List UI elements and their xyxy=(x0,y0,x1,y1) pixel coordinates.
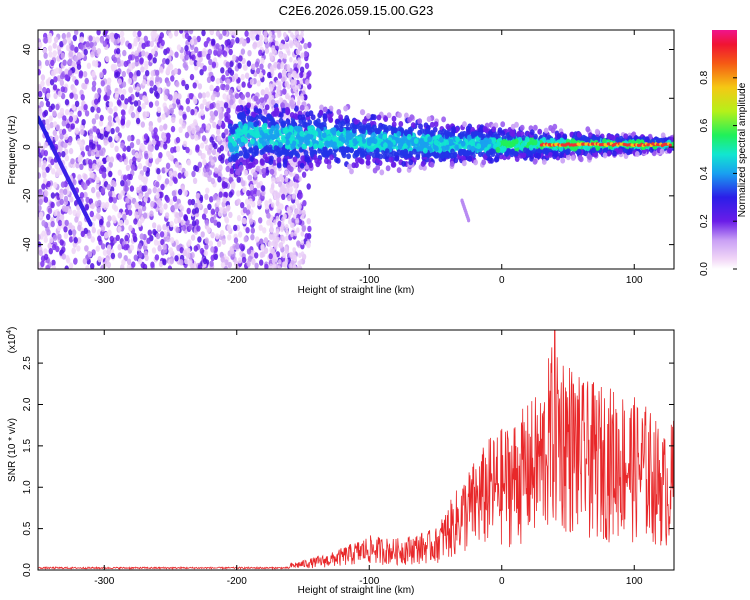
x-tick-label: 100 xyxy=(626,275,643,286)
x-tick-label: -200 xyxy=(227,576,247,587)
snr-x-label: Height of straight line (km) xyxy=(298,585,415,596)
x-tick-label: -300 xyxy=(94,576,114,587)
x-tick-label: 0 xyxy=(499,576,505,587)
colorbar-gradient xyxy=(712,30,737,269)
colorbar-tick-label: 0.6 xyxy=(699,118,710,132)
scale-exponent: 4 xyxy=(6,330,13,334)
y-tick-label: 0.0 xyxy=(22,563,33,577)
colorbar-label: Normalized spectral amplitude xyxy=(737,82,748,217)
x-tick-label: -200 xyxy=(227,275,247,286)
snr-y-label: SNR (10 * v/v) xyxy=(7,418,18,482)
y-tick-label: 40 xyxy=(22,44,33,56)
spectrogram-x-ticks: -300 -200 -100 0 100 xyxy=(94,30,643,286)
spectrogram-y-label: Frequency (Hz) xyxy=(7,116,18,185)
x-tick-label: -100 xyxy=(359,275,379,286)
colorbar-tick-label: 0.0 xyxy=(699,262,710,276)
spectrogram-y-ticks: -40 -20 0 20 40 xyxy=(22,44,674,252)
scale-suffix: ) xyxy=(7,327,18,330)
snr-frame xyxy=(37,329,675,571)
snr-x-ticks: -300 -200 -100 0 100 xyxy=(94,330,643,587)
scale-prefix: (x10 xyxy=(7,333,18,353)
colorbar-ticks: 0.0 0.2 0.4 0.6 0.8 xyxy=(699,70,737,276)
y-tick-label: -40 xyxy=(22,237,33,252)
colorbar-tick-label: 0.4 xyxy=(699,166,710,180)
spectrogram-x-label: Height of straight line (km) xyxy=(298,285,415,296)
snr-scale-factor: (x104) xyxy=(6,327,18,354)
snr-y-ticks: 0.0 0.5 1.0 1.5 2.0 2.5 xyxy=(22,356,674,577)
snr-series-line xyxy=(37,329,675,571)
x-tick-label: -300 xyxy=(94,275,114,286)
y-tick-label: 2.0 xyxy=(22,397,33,411)
y-tick-label: 0 xyxy=(22,144,33,150)
y-tick-label: 20 xyxy=(22,92,33,104)
x-tick-label: 0 xyxy=(499,275,505,286)
x-tick-label: 100 xyxy=(626,576,643,587)
colorbar-tick-label: 0.8 xyxy=(699,70,710,84)
colorbar-tick-label: 0.2 xyxy=(699,214,710,228)
y-tick-label: 1.5 xyxy=(22,438,33,452)
colorbar: 0.0 0.2 0.4 0.6 0.8 Normalized spectral ampl… xyxy=(699,30,748,276)
spectrogram-cells xyxy=(38,30,674,269)
x-tick-label: -100 xyxy=(359,576,379,587)
spectrogram-frame xyxy=(37,29,675,270)
y-tick-label: -20 xyxy=(22,188,33,203)
y-tick-label: 0.5 xyxy=(22,521,33,535)
y-tick-label: 1.0 xyxy=(22,480,33,494)
y-tick-label: 2.5 xyxy=(22,356,33,370)
chart-title: C2E6.2026.059.15.00.G23 xyxy=(279,3,434,18)
snr-panel: -300 -200 -100 0 100 0.0 0.5 1.0 1.5 2.0 2.5 Heig… xyxy=(6,327,675,596)
